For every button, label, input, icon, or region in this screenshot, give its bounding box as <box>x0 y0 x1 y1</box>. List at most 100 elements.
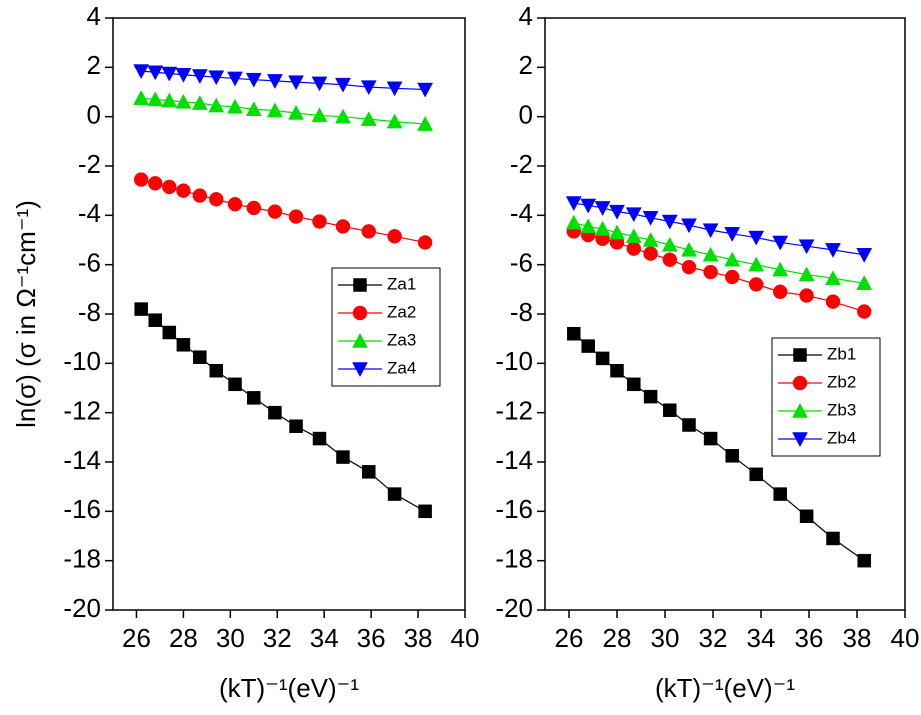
data-point <box>642 231 659 247</box>
legend-label: Zb4 <box>827 428 856 447</box>
data-point <box>772 284 788 300</box>
x-tick-label: 40 <box>891 623 920 653</box>
data-point <box>335 108 351 124</box>
y-tick-label: -14 <box>495 445 533 475</box>
data-point <box>417 116 434 131</box>
y-tick-label: -8 <box>78 297 101 327</box>
data-point <box>748 277 764 292</box>
data-point <box>724 227 741 242</box>
y-tick-label: 2 <box>519 50 533 80</box>
data-point <box>246 200 262 216</box>
legend-marker <box>792 375 808 391</box>
data-point <box>267 204 283 219</box>
data-point <box>826 531 840 546</box>
data-point <box>581 339 595 353</box>
legend: Zb1 Zb2 Zb3 Zb4 <box>771 337 881 457</box>
x-tick-label: 30 <box>651 623 680 653</box>
data-point <box>387 229 402 244</box>
data-point <box>191 69 208 84</box>
data-point <box>595 351 610 366</box>
data-point <box>626 241 642 256</box>
y-tick-label: -10 <box>495 346 533 376</box>
data-point <box>386 81 403 97</box>
y-tick-label: 4 <box>87 1 101 31</box>
data-point <box>133 172 149 187</box>
legend-marker <box>352 362 368 378</box>
x-tick-label: 26 <box>122 623 151 653</box>
data-point <box>288 75 304 91</box>
data-point <box>227 196 243 212</box>
legend-marker <box>792 402 808 418</box>
x-tick-label: 28 <box>603 623 632 653</box>
data-point <box>148 313 162 327</box>
data-point <box>662 252 678 267</box>
data-point <box>681 241 697 257</box>
data-point <box>749 467 763 482</box>
data-point <box>312 431 327 446</box>
data-point <box>625 228 642 244</box>
x-tick-label: 36 <box>795 623 824 653</box>
data-point <box>580 198 597 214</box>
data-point <box>191 95 208 110</box>
data-point <box>856 248 873 263</box>
data-point <box>192 188 208 203</box>
data-point <box>773 487 787 501</box>
plot-frame <box>544 17 906 611</box>
data-point <box>162 325 177 340</box>
data-point <box>565 214 582 230</box>
data-point <box>161 66 178 82</box>
legend-label: Za4 <box>387 358 416 377</box>
legend-label: Zb2 <box>827 372 856 391</box>
data-point <box>663 403 677 417</box>
y-tick-label: -20 <box>495 593 533 623</box>
data-point <box>289 419 303 433</box>
y-axis-label: ln(σ) (σ in Ω⁻¹cm⁻¹) <box>11 200 41 428</box>
data-point <box>311 107 328 123</box>
x-tick-label: 26 <box>555 623 584 653</box>
data-point <box>703 431 718 446</box>
data-point <box>134 302 148 316</box>
data-point <box>247 391 261 405</box>
legend-marker <box>353 278 367 292</box>
data-point <box>610 363 624 378</box>
y-tick-label: 2 <box>87 50 101 80</box>
data-point <box>565 196 582 212</box>
x-tick-label: 34 <box>310 623 339 653</box>
x-tick-label: 28 <box>169 623 198 653</box>
data-point <box>133 64 150 80</box>
data-point <box>748 256 765 272</box>
data-point <box>772 235 789 251</box>
legend-label: Zb3 <box>827 400 856 419</box>
x-axis-label: (kT)⁻¹(eV)⁻¹ <box>219 673 359 703</box>
data-point <box>724 251 741 267</box>
y-tick-label: 4 <box>519 1 533 31</box>
y-tick-label: -16 <box>63 494 101 524</box>
y-tick-label: -8 <box>510 297 533 327</box>
y-tick-label: -2 <box>510 149 533 179</box>
data-point <box>335 77 351 93</box>
data-point <box>661 236 678 252</box>
legend-marker <box>352 305 368 321</box>
data-point <box>336 450 350 464</box>
data-point <box>702 223 719 239</box>
data-point <box>798 239 815 255</box>
data-point <box>703 264 718 280</box>
data-point <box>312 214 327 229</box>
data-point <box>580 218 597 234</box>
legend-box <box>331 267 441 387</box>
data-point <box>147 91 164 107</box>
legend-label: Za3 <box>387 330 416 349</box>
data-point <box>228 377 242 392</box>
y-tick-label: -20 <box>63 593 101 623</box>
data-point <box>594 201 611 216</box>
y-tick-label: -10 <box>63 346 101 376</box>
data-point <box>799 509 814 524</box>
data-point <box>417 235 433 250</box>
y-tick-label: 0 <box>519 100 533 130</box>
data-point <box>227 71 243 87</box>
y-tick-label: -4 <box>78 198 101 228</box>
data-point <box>643 389 658 404</box>
data-point <box>609 224 625 240</box>
x-axis-label: (kT)⁻¹(eV)⁻¹ <box>655 673 795 703</box>
